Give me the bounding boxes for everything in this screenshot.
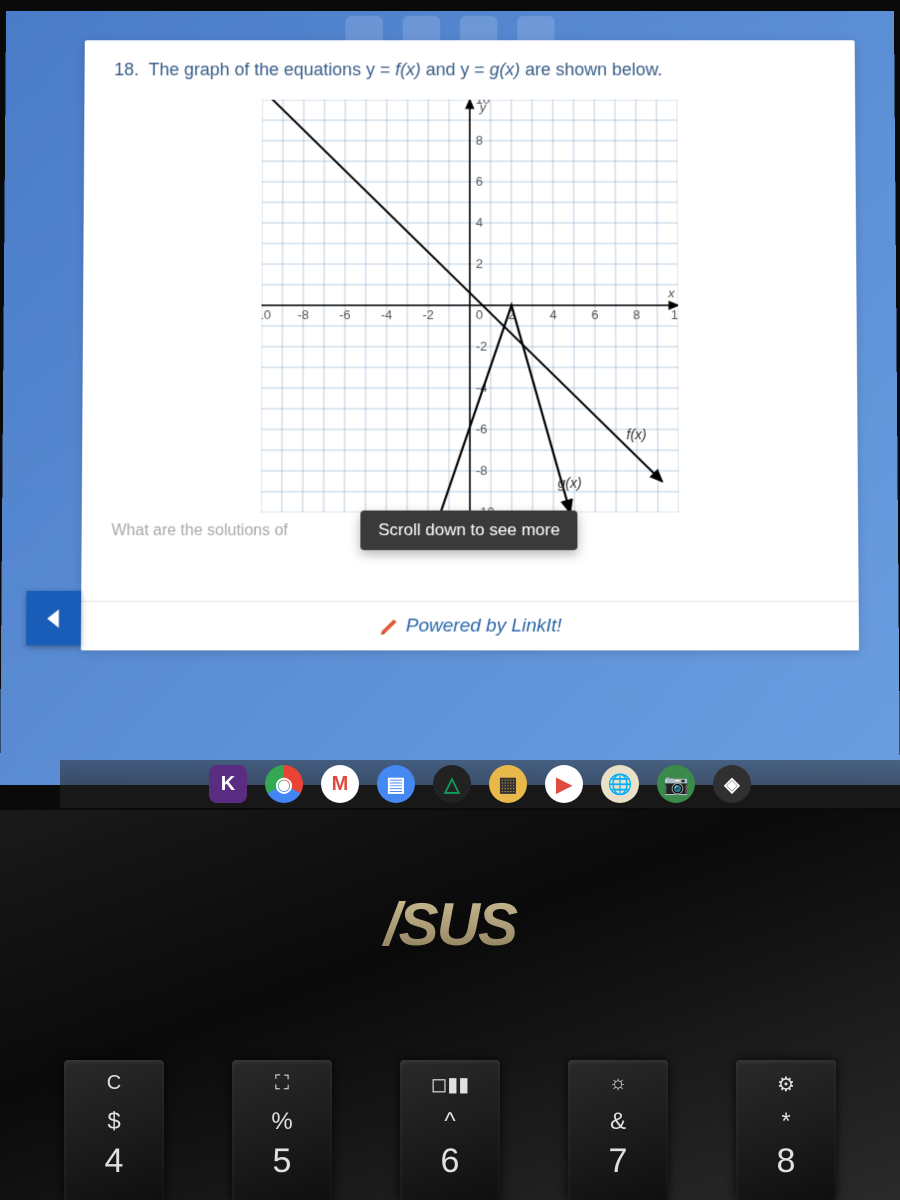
back-button[interactable] [26, 591, 81, 646]
question-fragment: are shown below. [525, 60, 662, 79]
scroll-hint-tooltip: Scroll down to see more [360, 510, 577, 550]
key-7[interactable]: ☼ & 7 [568, 1060, 668, 1200]
laptop-brand-logo: /SUS [0, 810, 900, 959]
question-prompt-partial: What are the solutions of [111, 522, 287, 539]
key-5[interactable]: ⛶% 5 [232, 1060, 332, 1200]
key-fn-symbol: ◻▮▮ [431, 1072, 470, 1102]
coordinate-graph: -10-8-6-4-2246810-10-8-6-4-22468100xyf(x… [261, 100, 679, 513]
question-prompt-row: What are the solutions of Scroll down to… [111, 522, 828, 540]
key-fn-symbol: C [107, 1072, 121, 1102]
graph-container: -10-8-6-4-2246810-10-8-6-4-22468100xyf(x… [112, 100, 829, 513]
svg-text:x: x [667, 286, 675, 301]
svg-text:-6: -6 [339, 307, 350, 322]
keyboard-row: C $4 ⛶% 5 ◻▮▮ ^ 6 ☼ & 7 ⚙ * 8 [0, 1020, 900, 1200]
taskbar-sheets-icon[interactable]: ▦ [489, 765, 527, 803]
key-alt-symbol: & [610, 1108, 626, 1136]
taskbar-drive-icon[interactable]: △ [433, 765, 471, 803]
taskbar-docs-icon[interactable]: ▤ [377, 765, 415, 803]
svg-text:-2: -2 [476, 339, 487, 354]
key-alt-symbol: ^ [444, 1108, 455, 1136]
back-arrow-icon [40, 604, 68, 632]
key-alt-symbol: $ [107, 1108, 120, 1136]
svg-text:-8: -8 [476, 463, 487, 478]
svg-text:f(x): f(x) [626, 427, 646, 443]
key-number: 5 [273, 1142, 292, 1181]
taskbar-play-icon[interactable]: ▶ [545, 765, 583, 803]
key-8[interactable]: ⚙ * 8 [736, 1060, 836, 1200]
question-fragment: and y = [426, 60, 490, 79]
svg-text:-10: -10 [261, 307, 271, 322]
svg-text:2: 2 [476, 256, 483, 271]
taskbar-globe-icon[interactable]: 🌐 [601, 765, 639, 803]
key-4[interactable]: C $4 [64, 1060, 164, 1200]
taskbar-camera-icon[interactable]: 📷 [657, 765, 695, 803]
taskbar-kahoot-icon[interactable]: K [209, 765, 247, 803]
content-footer: Powered by LinkIt! [81, 601, 859, 651]
laptop-chassis: /SUS C $4 ⛶% 5 ◻▮▮ ^ 6 ☼ & 7 ⚙ * 8 [0, 810, 900, 1200]
key-number: 7 [609, 1142, 628, 1181]
function-g-label: g(x) [489, 60, 520, 79]
svg-text:-8: -8 [297, 307, 308, 322]
key-fn-symbol: ⚙ [777, 1072, 795, 1102]
svg-text:0: 0 [476, 307, 483, 322]
os-taskbar: K ◉ M ▤ △ ▦ ▶ 🌐 📷 ◈ [60, 760, 900, 808]
svg-text:6: 6 [476, 174, 483, 189]
pen-icon [378, 615, 400, 637]
svg-text:4: 4 [550, 307, 557, 322]
svg-text:8: 8 [476, 133, 483, 148]
question-panel: 18. The graph of the equations y = f(x) … [81, 40, 859, 650]
taskbar-shield-icon[interactable]: ◈ [713, 765, 751, 803]
key-alt-symbol: * [781, 1108, 790, 1136]
svg-text:-6: -6 [476, 421, 487, 436]
key-alt-symbol: % [271, 1108, 292, 1136]
svg-text:-4: -4 [381, 307, 392, 322]
svg-text:g(x): g(x) [558, 475, 582, 491]
question-number: 18. [114, 60, 139, 79]
key-fn-symbol: ☼ [609, 1072, 627, 1102]
key-fn-symbol: ⛶ [275, 1072, 289, 1102]
key-number: 4 [105, 1142, 124, 1181]
svg-text:-2: -2 [422, 307, 433, 322]
footer-text: Powered by LinkIt! [406, 615, 562, 637]
taskbar-chrome-icon[interactable]: ◉ [265, 765, 303, 803]
key-6[interactable]: ◻▮▮ ^ 6 [400, 1060, 500, 1200]
svg-text:6: 6 [591, 307, 598, 322]
taskbar-gmail-icon[interactable]: M [321, 765, 359, 803]
function-f-label: f(x) [395, 60, 421, 79]
browser-viewport: 18. The graph of the equations y = f(x) … [0, 11, 900, 785]
scroll-hint-text: Scroll down to see more [378, 520, 560, 539]
svg-text:4: 4 [476, 215, 483, 230]
svg-text:10: 10 [671, 307, 679, 322]
question-text: 18. The graph of the equations y = f(x) … [114, 60, 825, 80]
key-number: 6 [441, 1142, 460, 1181]
key-number: 8 [777, 1142, 796, 1181]
svg-text:8: 8 [633, 307, 640, 322]
question-fragment: The graph of the equations y = [148, 60, 395, 79]
